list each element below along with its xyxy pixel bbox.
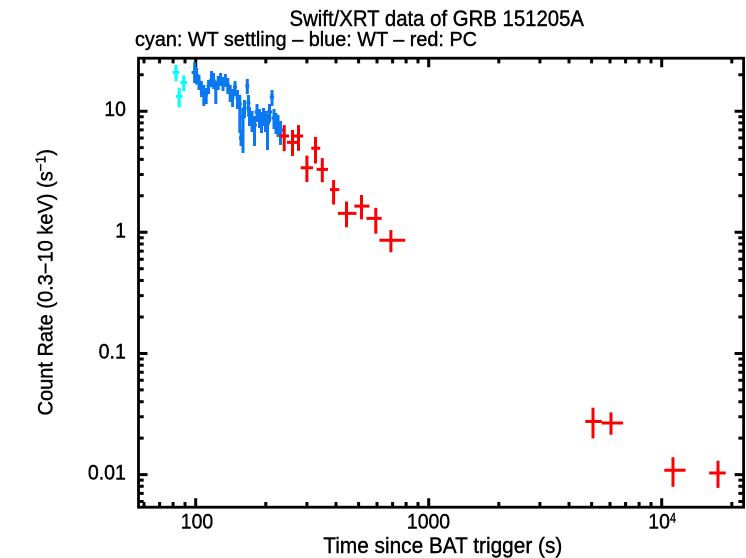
svg-text:10: 10 (104, 97, 126, 121)
svg-text:Swift/XRT data of GRB 151205A: Swift/XRT data of GRB 151205A (290, 6, 585, 31)
svg-text:1: 1 (115, 218, 126, 242)
svg-text:0.1: 0.1 (99, 339, 126, 363)
svg-text:0.01: 0.01 (88, 461, 126, 485)
svg-text:): ) (35, 149, 58, 156)
svg-text:Time since BAT trigger (s): Time since BAT trigger (s) (323, 533, 562, 558)
svg-text:4: 4 (670, 510, 676, 525)
svg-text:10: 10 (648, 510, 670, 534)
svg-text:Count Rate (0.3−10 keV) (s: Count Rate (0.3−10 keV) (s (35, 171, 58, 415)
svg-text:cyan: WT settling – blue: WT –: cyan: WT settling – blue: WT – red: PC (135, 29, 477, 51)
svg-text:100: 100 (181, 510, 214, 534)
svg-text:1000: 1000 (407, 510, 450, 534)
svg-text:−1: −1 (34, 156, 50, 172)
